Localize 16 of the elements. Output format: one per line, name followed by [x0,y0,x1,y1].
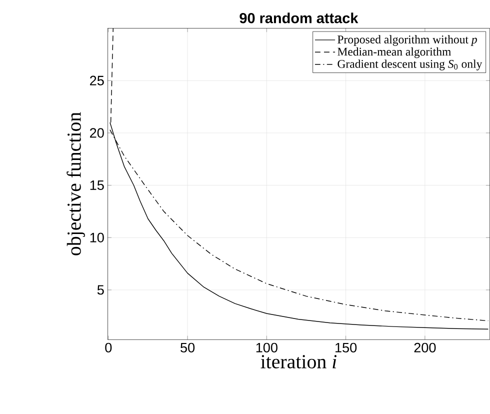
y-tick-label: 25 [90,76,104,86]
y-tick-label: 15 [90,180,104,190]
chart-title: 90 random attack [240,12,358,24]
x-tick-label: 200 [414,342,436,352]
x-tick-label: 50 [180,342,195,352]
y-tick-label: 10 [90,232,104,242]
y-axis-title: objective function [66,112,85,256]
x-tick-label: 100 [256,342,278,352]
x-tick-label: 0 [105,342,112,352]
legend-label: Gradient descent using S$_{0}$ only [338,60,482,70]
legend-label: Median-mean algorithm [338,47,451,58]
legend-label: Proposed algorithm without p [338,35,477,46]
x-axis-title: iteration i [260,355,337,368]
y-tick-label: 20 [90,128,104,138]
y-tick-label: 5 [97,285,104,295]
x-tick-label: 150 [336,342,357,352]
